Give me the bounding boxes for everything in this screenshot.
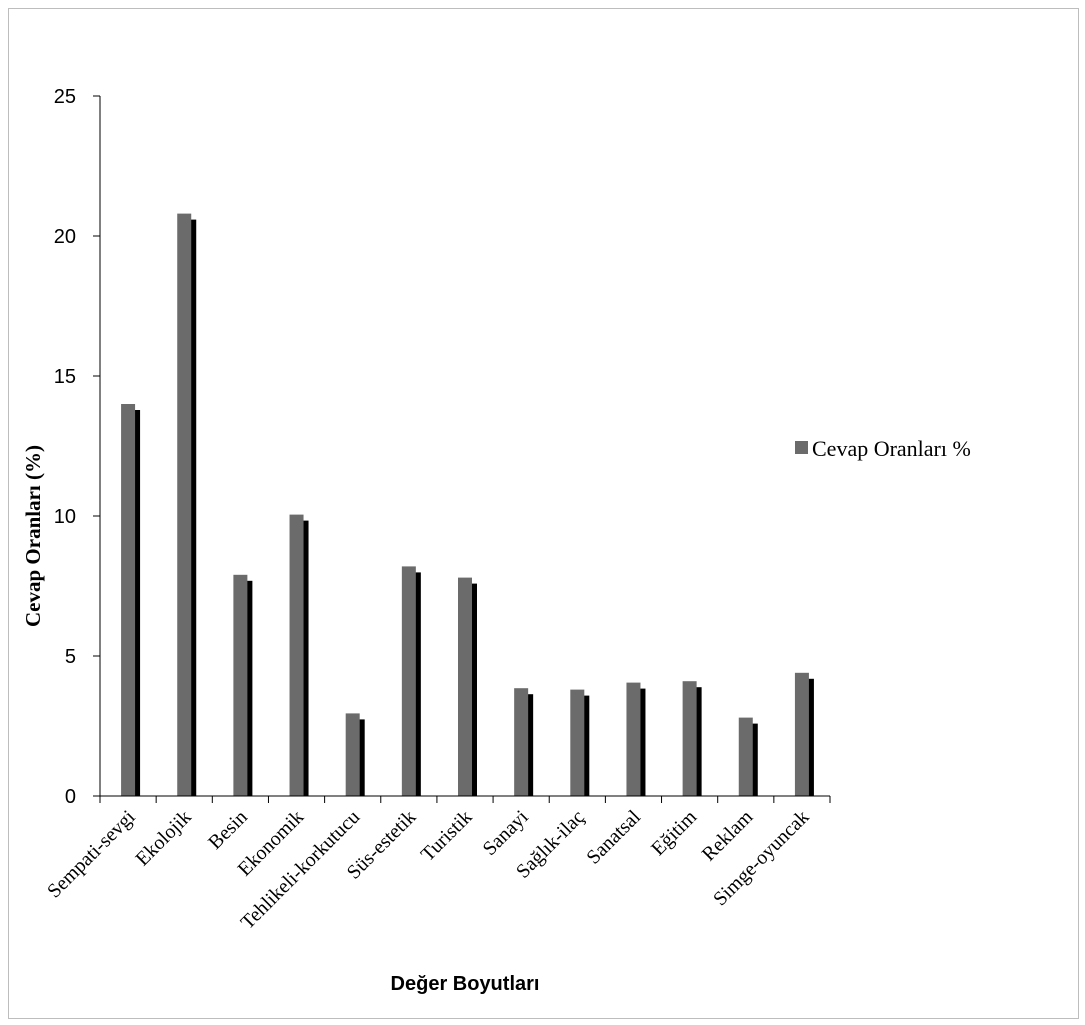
bar xyxy=(345,713,360,796)
bar xyxy=(121,404,136,796)
bars xyxy=(121,213,814,797)
bar xyxy=(177,213,192,797)
y-tick-label: 20 xyxy=(54,226,76,248)
bar xyxy=(626,682,641,796)
y-axis-ticks: 0 5 10 15 20 25 xyxy=(54,86,100,808)
y-tick-label: 5 xyxy=(65,646,76,668)
x-axis-title: Değer Boyutları xyxy=(391,973,540,995)
x-category-label: Turistik xyxy=(417,806,477,866)
x-category-label: Sanayi xyxy=(479,806,533,860)
x-category-label: Sanatsal xyxy=(582,806,645,869)
x-axis-ticks xyxy=(99,796,831,803)
legend-label: Cevap Oranları % xyxy=(812,436,971,461)
x-category-label: Eğitim xyxy=(647,806,701,860)
x-category-label: Ekolojik xyxy=(131,806,195,870)
y-tick-label: 15 xyxy=(54,366,76,388)
x-category-label: Sempati-sevgi xyxy=(43,806,140,903)
bar xyxy=(514,688,529,796)
bar xyxy=(738,717,753,796)
bar xyxy=(794,672,809,796)
legend-swatch xyxy=(795,441,808,454)
y-tick-label: 25 xyxy=(54,86,76,108)
x-category-label: Besin xyxy=(204,806,252,854)
y-axis-title: Cevap Oranları (%) xyxy=(21,445,45,627)
bar xyxy=(289,514,304,796)
y-tick-label: 10 xyxy=(54,506,76,528)
bar xyxy=(570,689,585,796)
bar xyxy=(458,577,472,796)
bar xyxy=(401,566,416,796)
bar xyxy=(682,681,697,796)
y-tick-label: 0 xyxy=(65,786,76,808)
bar xyxy=(233,574,248,796)
legend: Cevap Oranları % xyxy=(795,436,971,461)
